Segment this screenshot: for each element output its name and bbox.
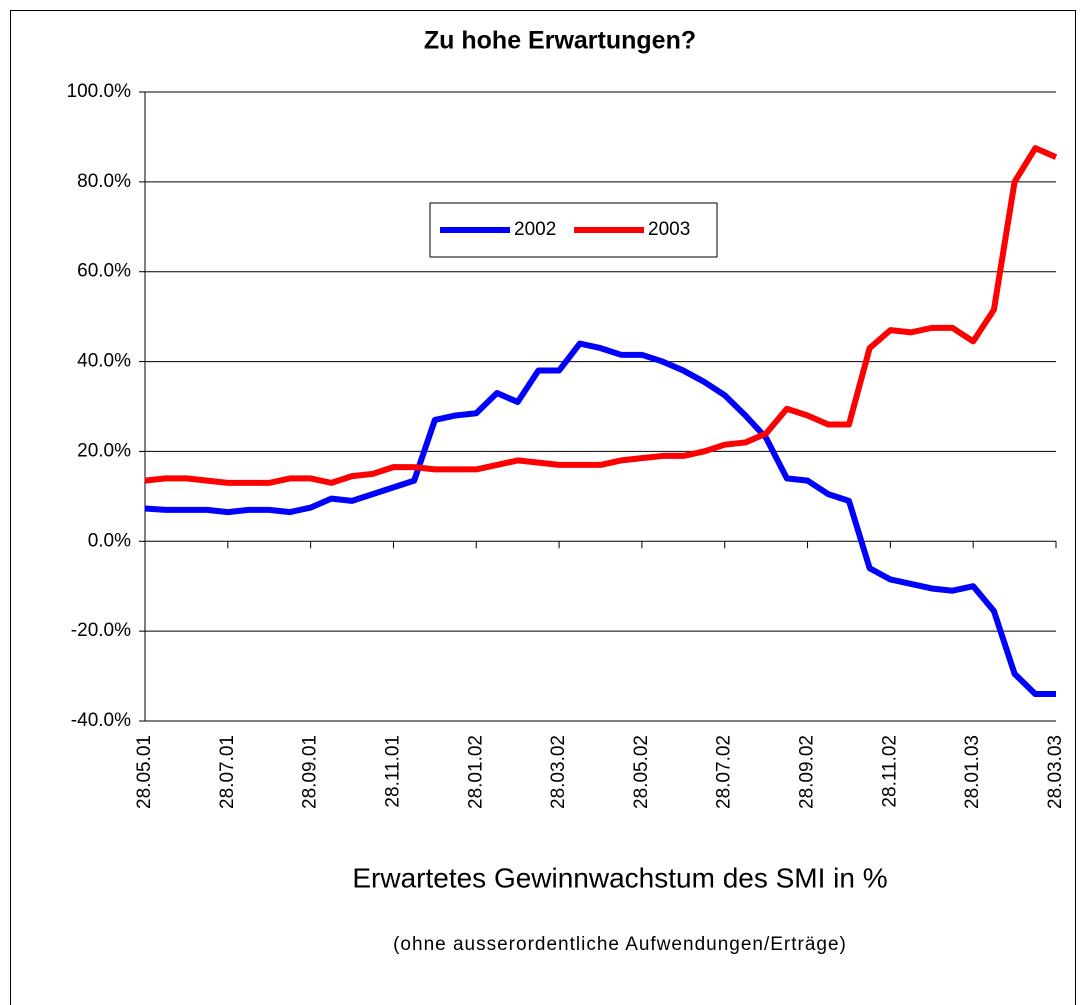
x-tick-label: 28.11.01 [382,735,403,808]
subtitle: (ohne ausserordentliche Aufwendungen/Ert… [393,934,847,955]
x-tick-label: 28.05.02 [631,735,652,809]
y-tick-label: 60.0% [77,261,131,282]
chart-title: Zu hohe Erwartungen? [424,27,696,55]
y-tick-label: 80.0% [77,171,131,192]
x-tick-label: 28.05.01 [134,735,155,809]
x-tick-label: 28.07.02 [714,735,735,809]
legend-label: 2002 [514,219,556,240]
x-tick-label: 28.03.03 [1045,735,1066,809]
legend-label: 2003 [648,219,690,240]
y-tick-label: 20.0% [77,440,131,461]
y-tick-label: 100.0% [67,81,132,102]
data-line [144,340,1056,698]
x-axis-label: Erwartetes Gewinnwachstum des SMI in % [352,862,887,893]
x-tick-label: 28.01.03 [962,735,983,809]
y-tick-label: -20.0% [71,620,131,641]
x-tick-label: 28.09.01 [300,735,321,809]
y-tick-label: 0.0% [88,530,131,551]
x-tick-label: 28.11.02 [879,735,900,808]
x-tick-label: 28.03.02 [548,735,569,809]
x-tick-label: 28.07.01 [217,735,238,809]
x-tick-label: 28.01.02 [465,735,486,809]
y-tick-label: 40.0% [77,351,131,372]
data-line [144,145,1058,486]
x-tick-label: 28.09.02 [797,735,818,809]
y-tick-label: -40.0% [71,710,131,731]
